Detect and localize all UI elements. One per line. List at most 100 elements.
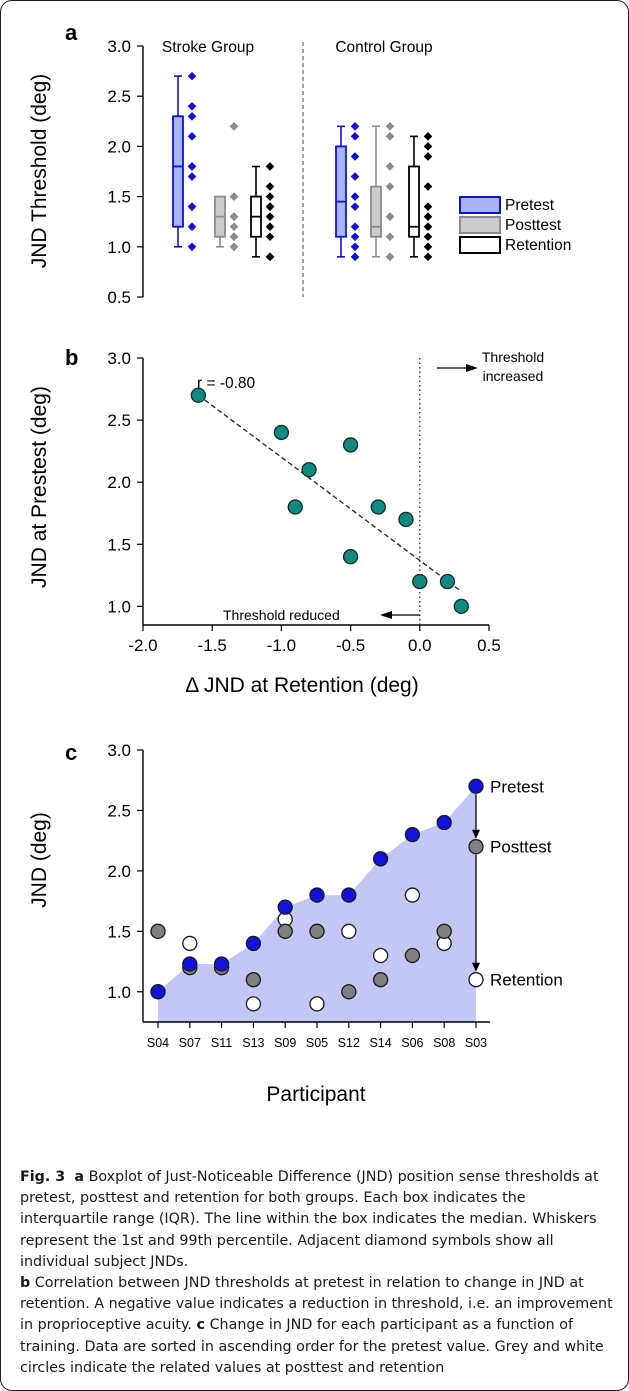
scatter-point (342, 549, 359, 565)
scatter-point (342, 437, 359, 453)
pretest-point (213, 956, 230, 972)
panel-b-x-tick-label: -1.0 (267, 636, 296, 655)
diamond-point-pretest-control (350, 252, 360, 262)
pretest-point (245, 935, 262, 952)
panel-c-x-tick-label: S09 (274, 1036, 296, 1050)
retention-point (182, 935, 198, 952)
panel-b-y-tick-label: 3.0 (107, 349, 131, 368)
figure-caption: Fig. 3 a Boxplot of Just-Noticeable Diff… (20, 1167, 616, 1379)
panel-a-y-tick-label: 3.0 (107, 37, 131, 56)
panel-b-y-tick-label: 2.0 (107, 473, 131, 492)
panel-c-y-tick-label: 2.0 (107, 862, 131, 881)
box-pretest-stroke (172, 115, 184, 228)
panel-b-x-tick-label: -2.0 (128, 636, 157, 655)
legend-swatch-pretest (459, 196, 501, 214)
diamond-point-retention-stroke (265, 192, 275, 201)
diamond-point-pretest-stroke (187, 172, 197, 181)
diamond-point-posttest-control (385, 122, 395, 131)
posttest-point (341, 984, 357, 1000)
panel-c-y-tick-label: 1.0 (107, 983, 131, 1002)
panel-c-y-tick-label: 3.0 (107, 741, 131, 760)
diamond-point-posttest-stroke (229, 222, 239, 232)
retention-point (404, 887, 421, 903)
diamond-point-retention-control (423, 242, 433, 252)
posttest-point (468, 839, 484, 855)
panel-c-x-tick-label: S13 (242, 1036, 264, 1050)
diamond-point-pretest-control (350, 222, 360, 232)
panel-b-y-tick-label: 1.0 (107, 597, 131, 616)
diamond-point-pretest-stroke (187, 132, 197, 141)
caption-panel-a-letter: a (74, 1169, 85, 1185)
panel-a-y-tick-label: 1.0 (107, 238, 131, 257)
diamond-point-retention-control (423, 202, 433, 211)
pretest-point (277, 899, 293, 915)
diamond-point-retention-control (423, 252, 433, 262)
diamond-point-posttest-stroke (229, 232, 239, 242)
diamond-point-posttest-control (385, 212, 395, 221)
scatter-point (453, 598, 469, 615)
caption-text-b: Correlation between JND thresholds at pr… (20, 1275, 613, 1334)
threshold-reduced-label: Threshold reduced (223, 607, 340, 623)
diamond-point-posttest-control (385, 252, 395, 262)
panel-c-y-tick-label: 2.5 (107, 801, 131, 820)
diamond-point-pretest-stroke (187, 101, 197, 111)
diamond-point-posttest-control (385, 132, 395, 141)
panel-a-label: a (65, 20, 78, 45)
diamond-point-pretest-control (350, 122, 360, 131)
posttest-point (277, 923, 293, 939)
panel-c-x-tick-label: S12 (338, 1036, 360, 1050)
stroke-group-label: Stroke Group (162, 39, 254, 56)
panel-c-y-tick-label: 1.5 (107, 922, 131, 941)
panel-c-x-tick-label: S05 (306, 1036, 328, 1050)
diamond-point-posttest-control (385, 232, 395, 242)
panel-a-y-axis-label: JND Threshold (deg) (28, 74, 51, 269)
diamond-point-retention-control (423, 132, 433, 141)
retention-point (468, 972, 484, 988)
retention-point (372, 947, 389, 964)
legend-swatch-retention (459, 236, 501, 254)
pretest-end-label: Pretest (490, 777, 544, 796)
posttest-point (309, 923, 325, 939)
scatter-point (439, 573, 456, 590)
box-pretest-control (335, 145, 347, 238)
panel-b-y-axis-label: JND at Prestest (deg) (28, 386, 51, 588)
correlation-annotation: r = -0.80 (197, 375, 256, 392)
retention-point (309, 996, 325, 1012)
diamond-point-pretest-control (350, 152, 360, 161)
panel-c-x-axis-label: Participant (266, 1083, 365, 1106)
threshold-increased-label-2: increased (483, 368, 544, 384)
panel-a-legend: Pretest Posttest Retention (459, 196, 571, 254)
diamond-point-posttest-control (385, 182, 395, 191)
caption-panel-b-letter: b (20, 1275, 31, 1292)
caption-text-c: Change in JND for each participant as a … (20, 1317, 604, 1376)
scatter-point (370, 499, 386, 515)
caption-panel-c-letter: c (196, 1317, 206, 1334)
arrow-reduced-head (380, 611, 392, 619)
diamond-point-retention-stroke (265, 202, 275, 211)
retention-point (245, 996, 262, 1012)
diamond-point-retention-control (423, 212, 433, 221)
pretest-point (341, 887, 357, 903)
threshold-increased-label-1: Threshold (482, 349, 544, 365)
pretest-point (182, 956, 198, 972)
caption-figure-number: Fig. 3 (20, 1169, 66, 1185)
panel-c-x-tick-label: S07 (179, 1036, 201, 1050)
diamond-point-retention-stroke (265, 222, 275, 232)
pretest-point (150, 984, 166, 1000)
diamond-point-retention-control (423, 182, 433, 191)
diamond-point-retention-stroke (265, 232, 275, 242)
panel-c-participants: c JND (deg) Participant 1.0 1.5 2.0 2.5 3.0 S… (28, 740, 563, 1106)
panel-c-label: c (65, 740, 77, 765)
arrow-post-to-ret-head (472, 962, 480, 972)
panel-c-y-axis-label: JND (deg) (28, 812, 51, 908)
diamond-point-pretest-stroke (187, 202, 197, 211)
diamond-point-retention-stroke (265, 182, 275, 191)
pretest-point (372, 851, 389, 867)
diamond-point-pretest-stroke (187, 71, 197, 81)
diamond-point-retention-control (423, 232, 433, 242)
legend-label-posttest: Posttest (505, 217, 562, 234)
arrow-increased-head (466, 364, 478, 372)
pretest-area (158, 786, 476, 1022)
legend-swatch-posttest (459, 216, 501, 234)
panel-c-x-tick-label: S14 (369, 1036, 391, 1050)
